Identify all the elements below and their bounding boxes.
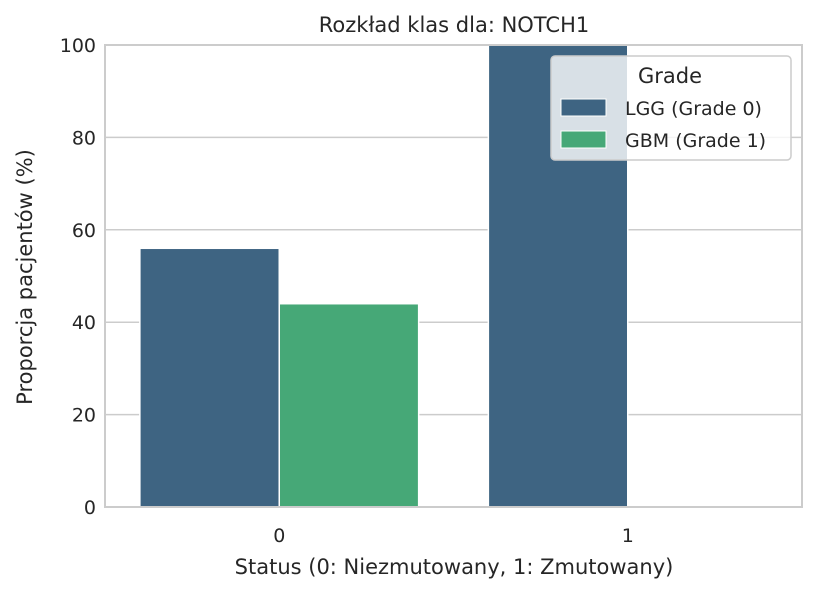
y-tick-label: 80 xyxy=(72,127,96,149)
legend-label-gbm: GBM (Grade 1) xyxy=(625,130,766,152)
bar-layer xyxy=(139,44,629,508)
legend-label-lgg: LGG (Grade 0) xyxy=(625,98,762,120)
legend-title: Grade xyxy=(638,64,702,88)
y-tick-label: 0 xyxy=(84,497,96,519)
legend-swatch-lgg xyxy=(560,98,607,117)
y-tick-label: 40 xyxy=(72,312,96,334)
chart-title: Rozkład klas dla: NOTCH1 xyxy=(319,13,589,37)
y-tick-label: 60 xyxy=(72,220,96,242)
y-axis-label: Proporcja pacjentów (%) xyxy=(13,149,37,405)
legend: Grade LGG (Grade 0) GBM (Grade 1) xyxy=(550,55,792,161)
bar-gbm-status-0 xyxy=(278,302,420,508)
plot-frame xyxy=(104,44,803,508)
legend-swatch-gbm xyxy=(560,130,607,149)
tick-layer: 0 20 40 60 80 100 0 1 xyxy=(60,35,634,547)
x-tick-label: 1 xyxy=(622,525,634,547)
y-tick-label: 20 xyxy=(72,405,96,427)
x-axis-label: Status (0: Niezmutowany, 1: Zmutowany) xyxy=(235,555,674,579)
legend-box xyxy=(550,55,792,161)
bar-lgg-status-0 xyxy=(139,247,280,508)
x-tick-label: 0 xyxy=(273,525,285,547)
y-tick-label: 100 xyxy=(60,35,96,57)
